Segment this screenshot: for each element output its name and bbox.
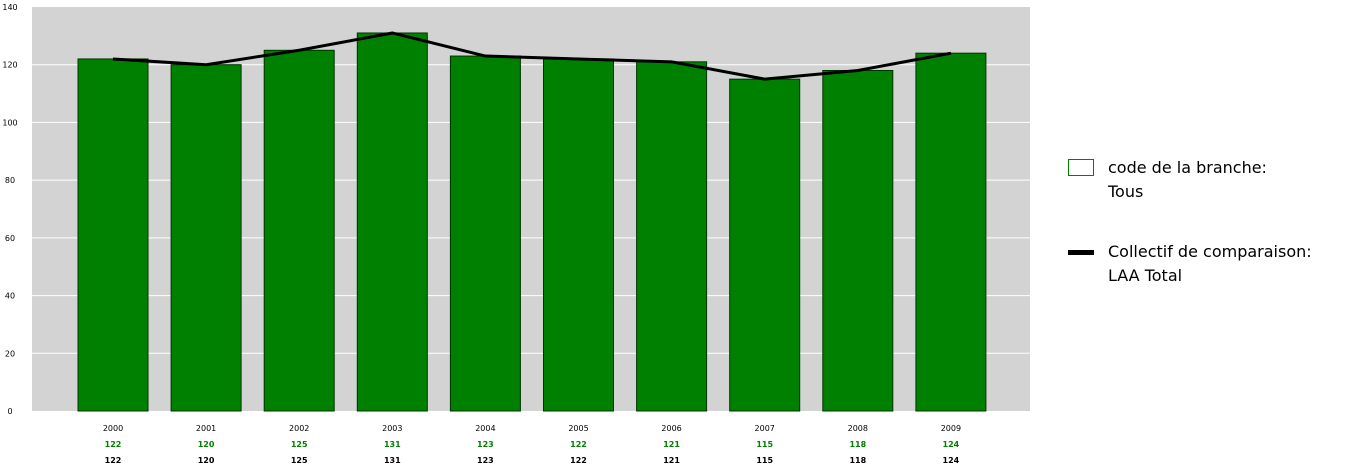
legend-label-branche: code de la branche: <box>1108 158 1267 177</box>
bar-2003 <box>356 32 428 412</box>
comparison-value-label: 118 <box>849 456 866 465</box>
comparison-value-label: 115 <box>756 456 773 465</box>
y-tick-label: 20 <box>5 349 15 358</box>
legend-swatch-line <box>1068 250 1094 255</box>
y-tick-label: 40 <box>5 292 15 301</box>
comparison-line <box>112 31 952 81</box>
bar-2005 <box>543 58 614 412</box>
legend-item-collectif: Collectif de comparaison: LAA Total <box>1068 240 1368 288</box>
x-axis-labels: 2000 122 122 2001 120 120 2002 125 125 2003 131 131… <box>103 424 961 465</box>
comparison-value-label: 121 <box>663 456 680 465</box>
bar-2008 <box>822 69 894 412</box>
branch-value-label: 118 <box>849 440 866 449</box>
y-tick-label: 120 <box>2 61 17 70</box>
branch-value-label: 131 <box>384 440 401 449</box>
x-tick-label: 2000 <box>103 424 123 433</box>
legend-item-branche: code de la branche: Tous <box>1068 156 1368 204</box>
branch-value-label: 121 <box>663 440 680 449</box>
x-tick-label: 2008 <box>848 424 868 433</box>
bar-2009 <box>915 52 987 412</box>
branch-value-label: 120 <box>198 440 215 449</box>
branch-value-label: 124 <box>943 440 960 449</box>
legend-swatch-bar <box>1068 159 1094 176</box>
branch-value-label: 122 <box>105 440 122 449</box>
x-tick-label: 2002 <box>289 424 309 433</box>
y-tick-label: 100 <box>2 118 17 127</box>
comparison-line-path <box>112 31 952 81</box>
branch-value-label: 115 <box>756 440 773 449</box>
bar-2001 <box>170 64 242 412</box>
x-tick-label: 2006 <box>661 424 681 433</box>
comparison-value-label: 120 <box>198 456 215 465</box>
y-tick-label: 0 <box>7 407 12 416</box>
bar-2007 <box>729 78 801 412</box>
x-tick-label: 2001 <box>196 424 216 433</box>
comparison-value-label: 131 <box>384 456 401 465</box>
legend-sublabel-collectif: LAA Total <box>1108 266 1183 285</box>
bar-2000 <box>77 58 149 412</box>
x-tick-label: 2007 <box>755 424 775 433</box>
comparison-value-label: 122 <box>105 456 122 465</box>
comparison-value-label: 122 <box>570 456 587 465</box>
bar-2004 <box>449 55 521 412</box>
legend: code de la branche: Tous Collectif de co… <box>1068 156 1368 288</box>
x-tick-label: 2009 <box>941 424 961 433</box>
branch-value-label: 125 <box>291 440 308 449</box>
x-tick-label: 2004 <box>475 424 495 433</box>
comparison-value-label: 125 <box>291 456 308 465</box>
y-tick-label: 60 <box>5 234 15 243</box>
comparison-value-label: 124 <box>943 456 960 465</box>
legend-label-collectif: Collectif de comparaison: <box>1108 242 1312 261</box>
y-tick-label: 80 <box>5 176 15 185</box>
y-tick-label: 140 <box>2 3 17 12</box>
x-tick-label: 2003 <box>382 424 402 433</box>
bar-2002 <box>263 49 335 412</box>
bar-2006 <box>636 61 708 412</box>
legend-sublabel-branche: Tous <box>1108 182 1144 201</box>
y-axis-ticks: 0 20 40 60 80 100 120 140 <box>2 3 17 416</box>
comparison-value-label: 123 <box>477 456 494 465</box>
branch-value-label: 123 <box>477 440 494 449</box>
branch-value-label: 122 <box>570 440 587 449</box>
bars <box>77 32 987 412</box>
x-tick-label: 2005 <box>568 424 588 433</box>
